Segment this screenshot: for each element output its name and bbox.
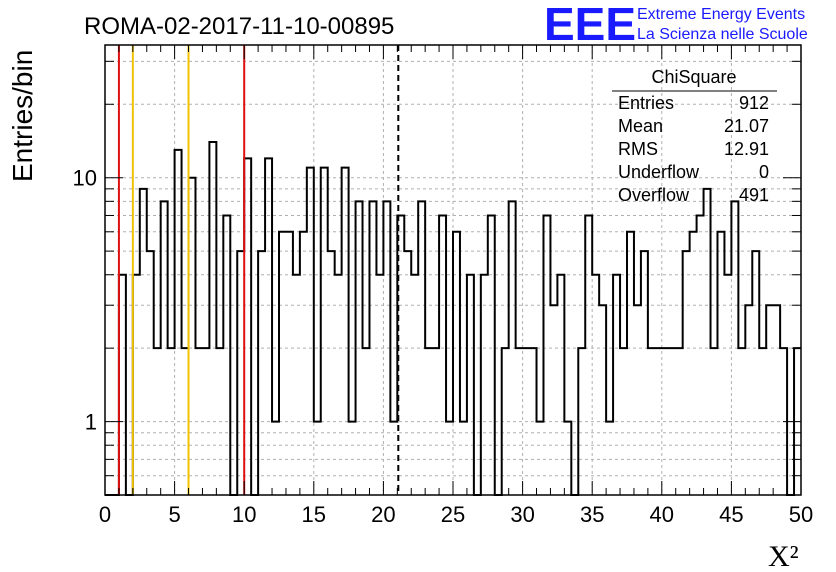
eee-logo-letters: EEE [544, 0, 636, 50]
eee-logo-line1: Extreme Energy Events [637, 6, 805, 23]
eee-logo-line2: La Scienza nelle Scuole [637, 26, 808, 43]
histogram-outline [105, 141, 801, 496]
y-axis-label: Entries/bin [7, 50, 38, 182]
x-tick-label: 15 [302, 502, 326, 527]
stats-label-overflow: Overflow [618, 185, 690, 205]
stats-label-underflow: Underflow [618, 162, 700, 182]
y-tick-label: 1 [85, 410, 97, 435]
x-tick-label: 35 [580, 502, 604, 527]
stats-box: ChiSquare Entries 912 Mean 21.07 RMS 12.… [612, 67, 777, 205]
x-tick-label: 20 [371, 502, 395, 527]
x-tick-label: 50 [789, 502, 813, 527]
x-axis-label: X² [768, 540, 799, 572]
y-tick-label: 10 [73, 166, 97, 191]
stats-box-name: ChiSquare [651, 67, 736, 87]
stats-value-overflow: 491 [739, 185, 769, 205]
stats-value-entries: 912 [739, 93, 769, 113]
stats-label-rms: RMS [618, 139, 658, 159]
x-tick-label: 30 [510, 502, 534, 527]
x-tick-label: 40 [650, 502, 674, 527]
stats-label-entries: Entries [618, 93, 674, 113]
chart-title: ROMA-02-2017-11-10-00895 [84, 13, 394, 40]
x-tick-label: 45 [719, 502, 743, 527]
stats-value-mean: 21.07 [724, 116, 769, 136]
eee-logo: EEE Extreme Energy Events La Scienza nel… [544, 0, 808, 50]
x-tick-label: 10 [232, 502, 256, 527]
stats-label-mean: Mean [618, 116, 663, 136]
x-tick-label: 0 [99, 502, 111, 527]
stats-value-rms: 12.91 [724, 139, 769, 159]
x-tick-label: 5 [168, 502, 180, 527]
x-tick-label: 25 [441, 502, 465, 527]
plot-area: 0 5 10 15 20 25 30 35 40 45 50 1 10 [73, 44, 813, 527]
stats-value-underflow: 0 [759, 162, 769, 182]
